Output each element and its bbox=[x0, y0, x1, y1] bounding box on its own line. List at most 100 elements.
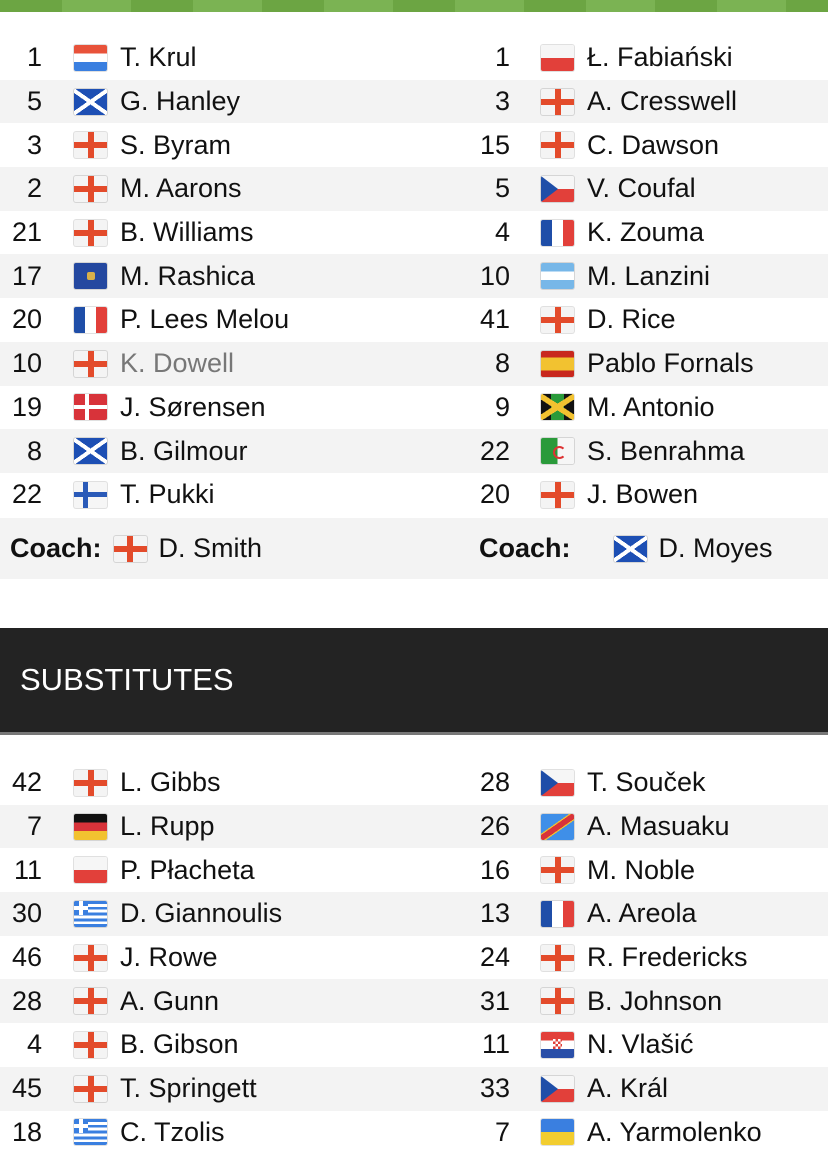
player-name[interactable]: K. Dowell bbox=[120, 348, 235, 379]
player-name[interactable]: R. Fredericks bbox=[587, 942, 748, 973]
home-player: 7 L. Rupp bbox=[0, 805, 464, 849]
player-name[interactable]: L. Gibbs bbox=[120, 767, 221, 798]
player-name[interactable]: T. Krul bbox=[120, 42, 197, 73]
away-player: 28 T. Souček bbox=[464, 761, 828, 805]
table-row: 19 J. Sørensen 9 M. Antonio bbox=[0, 386, 828, 430]
home-player: 42 L. Gibbs bbox=[0, 761, 464, 805]
player-name[interactable]: A. Cresswell bbox=[587, 86, 738, 117]
table-row: 21 B. Williams 4 K. Zouma bbox=[0, 211, 828, 255]
player-name[interactable]: Ł. Fabiański bbox=[587, 42, 733, 73]
shirt-number: 9 bbox=[494, 391, 510, 422]
player-name[interactable]: Pablo Fornals bbox=[587, 348, 754, 379]
flag-icon bbox=[74, 1119, 107, 1146]
player-name[interactable]: C. Dawson bbox=[587, 129, 720, 160]
flag-icon bbox=[541, 219, 574, 246]
player-name[interactable]: M. Lanzini bbox=[587, 260, 711, 291]
player-name[interactable]: D. Rice bbox=[587, 304, 676, 335]
substitutes-header: SUBSTITUTES bbox=[0, 628, 828, 735]
player-name[interactable]: B. Gilmour bbox=[120, 435, 248, 466]
player-name[interactable]: J. Bowen bbox=[587, 479, 699, 510]
shirt-number: 3 bbox=[494, 86, 510, 117]
player-name[interactable]: A. Král bbox=[587, 1073, 669, 1104]
flag-icon bbox=[74, 394, 107, 421]
flag-icon bbox=[74, 481, 107, 508]
shirt-number: 45 bbox=[11, 1073, 42, 1104]
home-player: 3 S. Byram bbox=[0, 123, 464, 167]
top-accent-bar bbox=[0, 0, 828, 12]
home-player: 1 T. Krul bbox=[0, 36, 464, 80]
home-coach: Coach: D. Smith bbox=[0, 518, 464, 579]
table-row: 11 P. Płacheta 16 M. Noble bbox=[0, 848, 828, 892]
player-name[interactable]: B. Johnson bbox=[587, 985, 723, 1016]
shirt-number: 4 bbox=[26, 1029, 42, 1060]
player-name[interactable]: A. Yarmolenko bbox=[587, 1116, 762, 1147]
shirt-number: 22 bbox=[11, 479, 42, 510]
shirt-number: 24 bbox=[479, 942, 510, 973]
flag-icon bbox=[541, 1031, 574, 1058]
coach-name[interactable]: D. Moyes bbox=[658, 533, 773, 563]
table-row: 42 L. Gibbs 28 T. Souček bbox=[0, 761, 828, 805]
player-name[interactable]: T. Souček bbox=[587, 767, 706, 798]
shirt-number: 26 bbox=[479, 811, 510, 842]
player-name[interactable]: M. Noble bbox=[587, 854, 696, 885]
home-player: 2 M. Aarons bbox=[0, 167, 464, 211]
player-name[interactable]: S. Byram bbox=[120, 129, 232, 160]
player-name[interactable]: M. Rashica bbox=[120, 260, 256, 291]
shirt-number: 2 bbox=[26, 173, 42, 204]
shirt-number: 4 bbox=[494, 217, 510, 248]
shirt-number: 16 bbox=[479, 854, 510, 885]
flag-icon bbox=[74, 263, 107, 290]
player-name[interactable]: T. Springett bbox=[120, 1073, 257, 1104]
player-name[interactable]: J. Rowe bbox=[120, 942, 218, 973]
flag-icon bbox=[74, 175, 107, 202]
flag-icon bbox=[541, 263, 574, 290]
coach-label: Coach: bbox=[10, 533, 102, 563]
shirt-number: 41 bbox=[479, 304, 510, 335]
home-player: 5 G. Hanley bbox=[0, 80, 464, 124]
coach-name[interactable]: D. Smith bbox=[158, 533, 263, 563]
flag-icon bbox=[541, 88, 574, 115]
player-name[interactable]: K. Zouma bbox=[587, 217, 705, 248]
player-name[interactable]: P. Płacheta bbox=[120, 854, 255, 885]
player-name[interactable]: M. Aarons bbox=[120, 173, 242, 204]
away-player: 5 V. Coufal bbox=[464, 167, 828, 211]
home-player: 17 M. Rashica bbox=[0, 254, 464, 298]
player-name[interactable]: D. Giannoulis bbox=[120, 898, 283, 929]
table-row: 17 M. Rashica 10 M. Lanzini bbox=[0, 254, 828, 299]
player-name[interactable]: P. Lees Melou bbox=[120, 304, 290, 335]
player-name[interactable]: M. Antonio bbox=[587, 391, 715, 422]
shirt-number: 10 bbox=[11, 348, 42, 379]
flag-icon bbox=[541, 944, 574, 971]
player-name[interactable]: V. Coufal bbox=[587, 173, 696, 204]
player-name[interactable]: A. Gunn bbox=[120, 985, 220, 1016]
flag-icon bbox=[541, 394, 574, 421]
shirt-number: 28 bbox=[11, 985, 42, 1016]
table-row: 7 L. Rupp 26 A. Masuaku bbox=[0, 804, 828, 849]
shirt-number: 42 bbox=[11, 767, 42, 798]
player-name[interactable]: C. Tzolis bbox=[120, 1116, 225, 1147]
shirt-number: 21 bbox=[11, 217, 42, 248]
player-name[interactable]: A. Areola bbox=[587, 898, 697, 929]
player-name[interactable]: B. Gibson bbox=[120, 1029, 239, 1060]
flag-icon bbox=[74, 944, 107, 971]
away-player: 33 A. Král bbox=[464, 1067, 828, 1111]
shirt-number: 8 bbox=[494, 348, 510, 379]
player-name[interactable]: G. Hanley bbox=[120, 86, 241, 117]
flag-icon bbox=[74, 88, 107, 115]
home-player: 30 D. Giannoulis bbox=[0, 892, 464, 936]
player-name[interactable]: S. Benrahma bbox=[587, 435, 745, 466]
shirt-number: 28 bbox=[479, 767, 510, 798]
substitutes-table: 42 L. Gibbs 28 T. Souček 7 L. Rupp 26 A. Masuak… bbox=[0, 761, 828, 1154]
shirt-number: 15 bbox=[479, 129, 510, 160]
player-name[interactable]: J. Sørensen bbox=[120, 391, 266, 422]
player-name[interactable]: L. Rupp bbox=[120, 811, 215, 842]
away-player: 24 R. Fredericks bbox=[464, 936, 828, 980]
flag-icon bbox=[74, 900, 107, 927]
player-name[interactable]: B. Williams bbox=[120, 217, 254, 248]
player-name[interactable]: N. Vlašić bbox=[587, 1029, 694, 1060]
player-name[interactable]: A. Masuaku bbox=[587, 811, 730, 842]
home-player: 28 A. Gunn bbox=[0, 979, 464, 1023]
away-player: 3 A. Cresswell bbox=[464, 80, 828, 124]
player-name[interactable]: T. Pukki bbox=[120, 479, 215, 510]
away-coach: Coach: D. Moyes bbox=[464, 518, 828, 579]
